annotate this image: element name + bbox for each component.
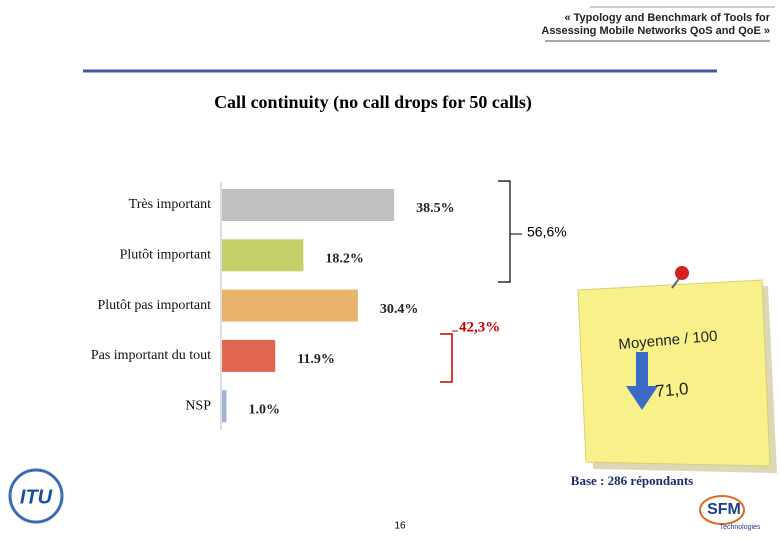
bar bbox=[222, 239, 304, 272]
logo-text: SFM bbox=[707, 501, 741, 518]
itu-logo: ITU bbox=[8, 468, 64, 524]
bar bbox=[222, 189, 395, 221]
logo-ring bbox=[8, 468, 64, 524]
value-label: 18.2% bbox=[325, 252, 364, 267]
pin-head bbox=[675, 266, 689, 280]
page-number: 16 bbox=[394, 521, 406, 532]
logo-ring bbox=[699, 495, 745, 525]
value-label: 1.0% bbox=[248, 402, 280, 417]
group-label: 42,3% bbox=[459, 319, 500, 335]
sfm-logo: SFM Technologies bbox=[699, 495, 761, 531]
group-bracket bbox=[440, 333, 453, 383]
sticky-note: Moyenne / 100 71,0 bbox=[577, 266, 777, 473]
note-arrow bbox=[636, 352, 648, 388]
note-arrow bbox=[626, 386, 658, 410]
note-paper bbox=[577, 279, 771, 467]
bar bbox=[222, 339, 276, 372]
header-text: Assessing Mobile Networks QoS and QoE » bbox=[541, 25, 770, 37]
category-label: Pas important du tout bbox=[91, 348, 211, 363]
category-label: Plutôt important bbox=[120, 248, 212, 263]
value-label: 38.5% bbox=[416, 201, 455, 216]
logo-text: ITU bbox=[20, 486, 53, 508]
bar bbox=[222, 390, 227, 423]
note-value: 71,0 bbox=[655, 379, 690, 401]
chart-title: Call continuity (no call drops for 50 ca… bbox=[214, 92, 532, 113]
group-bracket bbox=[498, 180, 511, 283]
header-text: « Typology and Benchmark of Tools for bbox=[564, 12, 770, 24]
category-label: Plutôt pas important bbox=[97, 298, 211, 313]
value-label: 11.9% bbox=[297, 352, 335, 367]
category-label: Très important bbox=[129, 197, 211, 212]
value-label: 30.4% bbox=[380, 302, 419, 317]
group-label: 56,6% bbox=[527, 224, 567, 240]
bar bbox=[222, 289, 358, 322]
logo-subtext: Technologies bbox=[720, 524, 761, 531]
category-label: NSP bbox=[185, 398, 211, 413]
base-note: Base : 286 répondants bbox=[571, 473, 693, 488]
